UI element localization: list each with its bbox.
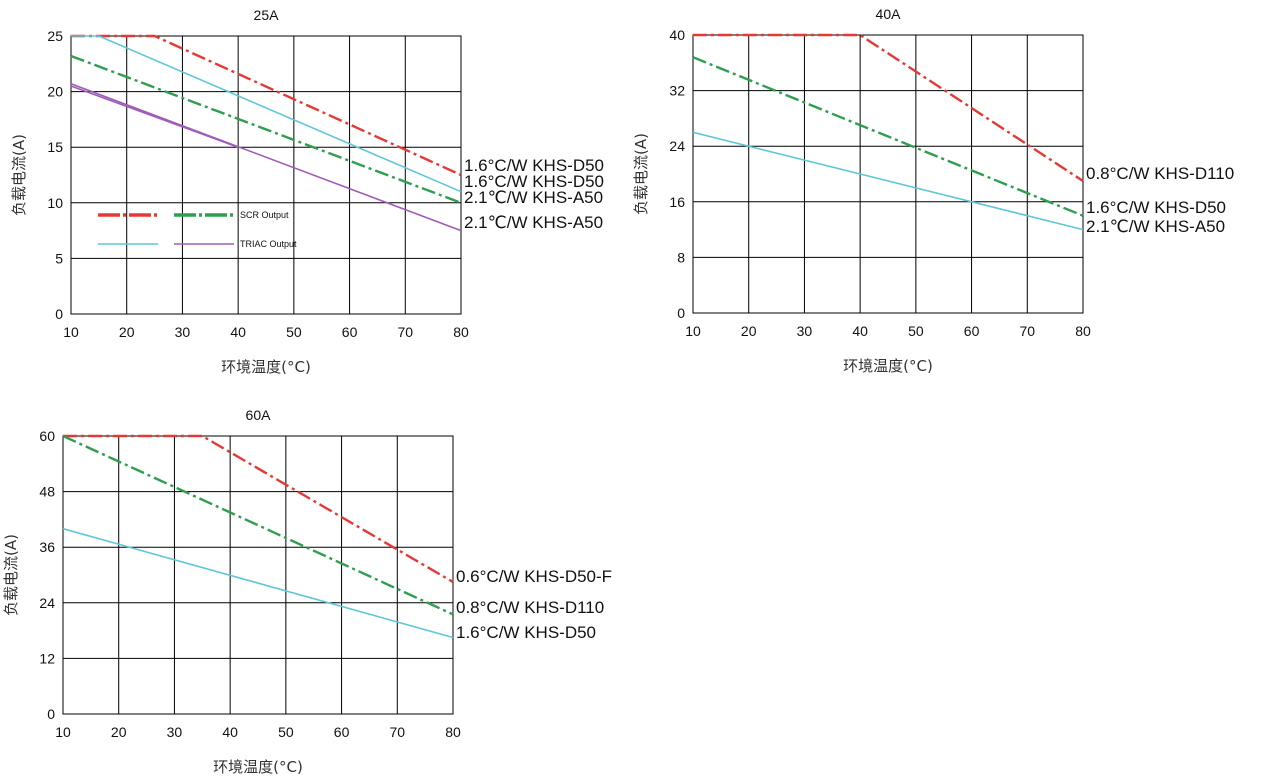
series-label: 1.6°C/W KHS-D50	[464, 156, 604, 175]
y-tick-label: 0	[47, 706, 55, 722]
y-tick-label: 0	[677, 305, 685, 321]
y-tick-label: 24	[39, 595, 55, 611]
series-label: 0.6°C/W KHS-D50-F	[456, 567, 612, 586]
chart-60A: 10 20 30 40 50 60 70 80 0 12 24 36 48 60 60A 环境温度(°C) 负载…	[2, 407, 612, 776]
series-line	[693, 33, 1084, 183]
chart-40A: 10 20 30 40 50 60 70 80 0 8 16 24 32 40 40A 环境温度(°C) 负载电…	[632, 6, 1234, 375]
chart-25A: 10 20 30 40 50 60 70 80 0 5 10 15 20 25 25A 环境温度(°C) 负载电…	[10, 7, 604, 376]
series-label: 1.6°C/W KHS-D50	[456, 623, 596, 642]
x-tick-label: 60	[342, 324, 358, 340]
x-tick-label: 10	[55, 724, 71, 740]
y-tick-label: 12	[39, 650, 55, 666]
series-label: 0.8°C/W KHS-D110	[456, 598, 604, 617]
y-tick-label: 60	[39, 428, 55, 444]
series-line	[70, 83, 462, 232]
series-line	[62, 434, 454, 616]
y-axis-label: 负载电流(A)	[632, 133, 650, 215]
x-tick-label: 50	[278, 724, 294, 740]
x-tick-label: 70	[389, 724, 405, 740]
x-tick-label: 40	[852, 323, 868, 339]
legend: SCR Output TRIAC Output	[98, 210, 297, 249]
y-tick-label: 20	[47, 84, 63, 100]
x-tick-label: 60	[334, 724, 350, 740]
x-tick-label: 30	[797, 323, 813, 339]
series-line	[692, 131, 1084, 231]
y-tick-label: 5	[55, 250, 63, 266]
y-axis-label: 负载电流(A)	[2, 534, 20, 616]
x-tick-label: 40	[222, 724, 238, 740]
x-tick-label: 70	[397, 324, 413, 340]
x-axis-label: 环境温度(°C)	[221, 358, 311, 376]
y-tick-label: 48	[39, 484, 55, 500]
y-tick-label: 0	[55, 306, 63, 322]
plot-frame	[692, 34, 1084, 314]
y-tick-label: 32	[669, 83, 685, 99]
x-tick-label: 50	[908, 323, 924, 339]
chart-title: 40A	[876, 6, 902, 22]
y-tick-label: 16	[669, 194, 685, 210]
series-label: 2.1℃/W KHS-A50	[464, 213, 603, 232]
x-tick-label: 70	[1019, 323, 1035, 339]
x-tick-label: 10	[63, 324, 79, 340]
x-tick-label: 50	[286, 324, 302, 340]
x-tick-label: 40	[230, 324, 246, 340]
chart-title: 25A	[254, 7, 280, 23]
y-tick-label: 40	[669, 27, 685, 43]
legend-label-triac: TRIAC Output	[240, 239, 297, 249]
x-tick-label: 80	[445, 724, 461, 740]
series-line	[62, 527, 454, 639]
y-tick-label: 8	[677, 249, 685, 265]
x-tick-label: 20	[119, 324, 135, 340]
x-tick-label: 10	[685, 323, 701, 339]
series-label: 1.6°C/W KHS-D50	[1086, 198, 1226, 217]
x-axis-label: 环境温度(°C)	[213, 758, 303, 776]
x-tick-label: 80	[1075, 323, 1091, 339]
chart-title: 60A	[246, 407, 272, 423]
series-label: 2.1℃/W KHS-A50	[464, 188, 603, 207]
y-axis-label: 负载电流(A)	[10, 134, 28, 216]
x-tick-label: 20	[111, 724, 127, 740]
x-axis-label: 环境温度(°C)	[843, 357, 933, 375]
y-tick-label: 15	[47, 139, 63, 155]
series-label: 0.8°C/W KHS-D110	[1086, 164, 1234, 183]
series-line	[692, 56, 1084, 217]
x-tick-label: 30	[175, 324, 191, 340]
series-line	[70, 54, 462, 204]
x-tick-label: 80	[453, 324, 469, 340]
x-tick-label: 30	[167, 724, 183, 740]
y-tick-label: 36	[39, 539, 55, 555]
y-tick-label: 25	[47, 28, 63, 44]
series-label: 2.1℃/W KHS-A50	[1086, 217, 1225, 236]
series-label: 1.6°C/W KHS-D50	[464, 172, 604, 191]
plot-frame	[62, 435, 454, 715]
y-tick-label: 10	[47, 195, 63, 211]
y-tick-label: 24	[669, 138, 685, 154]
legend-label-scr: SCR Output	[240, 210, 289, 220]
x-tick-label: 60	[964, 323, 980, 339]
x-tick-label: 20	[741, 323, 757, 339]
series-line	[70, 85, 239, 148]
series-line	[63, 434, 454, 584]
series-line	[71, 35, 462, 193]
